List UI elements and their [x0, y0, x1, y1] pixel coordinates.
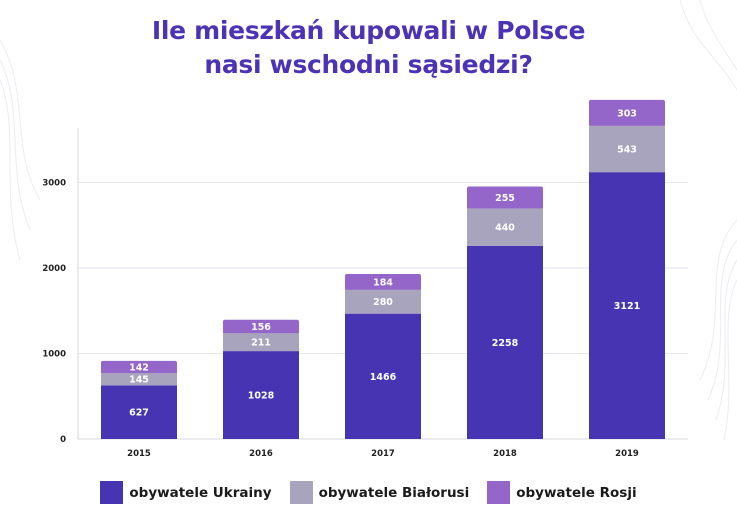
- legend-label-rosja: obywatele Rosji: [516, 484, 637, 501]
- bar-segment-fill-rosja: [589, 102, 665, 126]
- bar-segment-ukraina: [345, 313, 421, 439]
- data-label: 184: [373, 277, 393, 288]
- data-label: 303: [617, 108, 637, 119]
- bar-segment-fill-rosja: [223, 322, 299, 334]
- bar-segment-bialorus: [223, 333, 299, 352]
- legend: obywatele Ukrainy obywatele Białorusi ob…: [0, 481, 737, 504]
- legend-item-ukraina: obywatele Ukrainy: [100, 481, 272, 504]
- bar-segment-fill-rosja: [345, 276, 421, 290]
- legend-swatch-bialorus: [289, 481, 313, 504]
- x-tick-label: 2018: [493, 449, 517, 459]
- data-label: 543: [617, 144, 637, 155]
- y-tick-label: 0: [60, 435, 66, 445]
- legend-label-bialorus: obywatele Białorusi: [318, 484, 470, 501]
- y-tick-label: 1000: [42, 350, 66, 360]
- bar-segment-bialorus: [345, 289, 421, 314]
- y-tick-label: 2000: [42, 264, 66, 274]
- legend-item-bialorus: obywatele Białorusi: [289, 481, 470, 504]
- bar-segment-fill-rosja: [467, 189, 543, 209]
- data-label: 156: [251, 322, 271, 333]
- data-label: 1466: [370, 372, 397, 383]
- legend-label-ukraina: obywatele Ukrainy: [129, 484, 272, 501]
- bar-segment-ukraina: [101, 385, 177, 439]
- chart-title-line1: Ile mieszkań kupowali w Polsce: [151, 16, 586, 45]
- data-label: 1028: [248, 391, 275, 402]
- x-tick-label: 2019: [615, 449, 639, 459]
- bar-segment-fill-rosja: [101, 363, 177, 373]
- data-label: 142: [129, 362, 149, 373]
- legend-swatch-rosja: [487, 481, 511, 504]
- data-label: 145: [129, 375, 149, 386]
- bar-segment-bialorus: [589, 125, 665, 173]
- x-tick-label: 2016: [249, 449, 273, 459]
- x-tick-label: 2015: [127, 449, 151, 459]
- stacked-bar-chart: 0 1000 2000 3000 627 145 142 2015 1028 211 156 2016…: [42, 99, 688, 459]
- data-label: 3121: [614, 301, 640, 312]
- bar-segment-bialorus: [101, 372, 177, 386]
- bar-segment-ukraina: [589, 172, 665, 440]
- data-label: 211: [251, 338, 271, 349]
- bar-segment-ukraina: [467, 245, 543, 439]
- data-label: 627: [129, 408, 149, 419]
- x-tick-label: 2017: [371, 449, 395, 459]
- data-label: 440: [495, 223, 515, 234]
- data-label: 280: [373, 297, 393, 308]
- data-label: 255: [495, 193, 515, 204]
- chart-title-line2: nasi wschodni sąsiedzi?: [204, 50, 533, 79]
- chart-title: Ile mieszkań kupowali w Polsce nasi wsch…: [0, 14, 737, 82]
- y-tick-label: 3000: [42, 179, 66, 189]
- bar-segment-ukraina: [223, 351, 299, 439]
- legend-swatch-ukraina: [100, 481, 124, 504]
- legend-item-rosja: obywatele Rosji: [487, 481, 637, 504]
- bar-segment-bialorus: [467, 208, 543, 246]
- data-label: 2258: [492, 338, 519, 349]
